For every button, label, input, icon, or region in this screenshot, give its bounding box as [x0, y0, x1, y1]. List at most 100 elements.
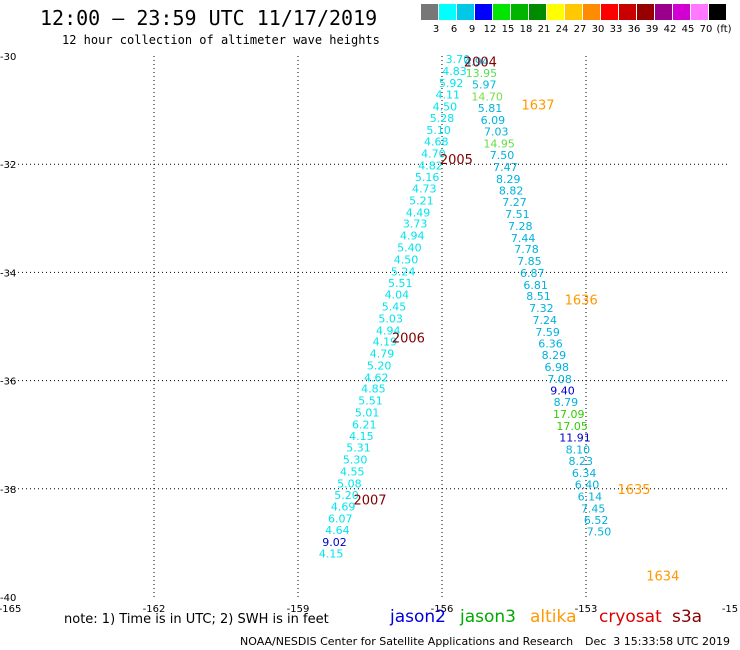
data-point-label: 5.30: [343, 454, 368, 467]
scale-label: 18: [519, 24, 533, 35]
data-point-label: 6.81: [523, 279, 548, 292]
data-point-label: 7.24: [532, 314, 557, 327]
data-point-label: 5.03: [378, 312, 403, 325]
y-tick-label: -32: [0, 160, 16, 171]
data-point-label: 6.07: [328, 513, 353, 526]
data-point-label: 6.98: [544, 361, 569, 374]
time-annotation: 2005: [440, 153, 473, 168]
scale-label: 70: [699, 24, 713, 35]
data-point-label: 4.94: [376, 324, 401, 337]
scale-label: 9: [468, 24, 476, 35]
scale-swatch: [619, 4, 636, 20]
chart-title: 12:00 — 23:59 UTC 11/17/2019: [40, 6, 378, 30]
scale-swatch: [493, 4, 510, 20]
data-point-label: 8.23: [568, 455, 593, 468]
data-point-label: 4.94: [464, 55, 489, 68]
y-tick-label: -34: [0, 268, 16, 279]
data-point-label: 4.68: [424, 135, 449, 148]
data-point-label: 13.95: [466, 67, 498, 80]
scale-swatch: [565, 4, 582, 20]
data-point-label: 4.69: [331, 501, 356, 514]
x-tick-label: -162: [143, 604, 166, 615]
data-point-label: 7.03: [484, 126, 509, 139]
data-point-label: 7.28: [508, 220, 533, 233]
data-point-label: 7.08: [547, 373, 572, 386]
data-point-label: 5.01: [355, 407, 380, 420]
timestamp-text: Dec 3 15:33:58 UTC 2019: [585, 635, 730, 648]
y-tick-label: -36: [0, 377, 16, 388]
scale-label: 12: [483, 24, 497, 35]
scale-label: 30: [591, 24, 605, 35]
data-point-label: 6.14: [578, 490, 603, 503]
y-tick-label: -40: [0, 593, 16, 604]
scale-swatch: [583, 4, 600, 20]
data-point-label: 8.51: [526, 290, 551, 303]
scale-swatch: [511, 4, 528, 20]
data-point-label: 4.85: [361, 383, 386, 396]
data-point-label: 7.27: [502, 196, 527, 209]
data-point-label: 14.95: [483, 138, 515, 151]
scale-label: 21: [537, 24, 551, 35]
data-point-label: 4.55: [340, 465, 365, 478]
data-point-label: 17.05: [556, 420, 588, 433]
data-point-label: 4.82: [418, 159, 443, 172]
scale-swatch: [637, 4, 654, 20]
data-point-label: 5.31: [346, 442, 371, 455]
scale-label: 45: [681, 24, 695, 35]
scale-swatch: [439, 4, 456, 20]
data-point-label: 3.73: [403, 218, 428, 231]
data-point-label: 6.21: [352, 418, 377, 431]
data-point-label: 5.10: [426, 124, 451, 137]
scale-swatch: [655, 4, 672, 20]
data-point-label: 7.51: [505, 208, 530, 221]
data-point-label: 7.50: [490, 149, 515, 162]
satellite-label-jason2: jason2: [390, 607, 446, 627]
scale-label: 6: [450, 24, 458, 35]
data-point-label: 6.52: [584, 514, 609, 527]
chart-subtitle: 12 hour collection of altimeter wave hei…: [62, 33, 380, 47]
data-point-label: 7.45: [581, 502, 606, 515]
data-point-label: 4.73: [412, 183, 437, 196]
data-point-label: 4.50: [433, 100, 458, 113]
scale-swatch: [673, 4, 690, 20]
data-point-label: 4.50: [394, 253, 419, 266]
data-point-label: 6.36: [538, 337, 563, 350]
data-point-label: 7.47: [493, 161, 518, 174]
data-point-label: 5.40: [397, 242, 422, 255]
data-point-label: 7.32: [529, 302, 554, 315]
scale-swatch: [421, 4, 438, 20]
data-point-label: 4.64: [325, 524, 350, 537]
scale-label: 27: [573, 24, 587, 35]
credit-text: NOAA/NESDIS Center for Satellite Applica…: [240, 635, 574, 648]
data-point-label: 4.15: [349, 430, 374, 443]
scale-label: (ft): [716, 24, 732, 35]
data-point-label: 7.44: [511, 232, 536, 245]
scale-swatch: [709, 4, 726, 20]
x-tick-label: -159: [287, 604, 310, 615]
time-annotation: 2006: [392, 331, 425, 346]
scale-swatch: [691, 4, 708, 20]
scale-label: 33: [609, 24, 623, 35]
data-point-label: 8.82: [499, 185, 524, 198]
satellite-label-s3a: s3a: [672, 607, 703, 627]
scale-label: 36: [627, 24, 641, 35]
scale-label: 3: [432, 24, 440, 35]
data-point-label: 4.11: [436, 88, 461, 101]
data-point-label: 6.40: [575, 478, 600, 491]
scale-label: 42: [663, 24, 677, 35]
scale-swatch: [475, 4, 492, 20]
data-point-label: 6.87: [520, 267, 545, 280]
data-point-label: 9.40: [550, 384, 575, 397]
data-point-label: 6.34: [572, 467, 597, 480]
scale-swatch: [601, 4, 618, 20]
data-point-label: 5.08: [337, 477, 362, 490]
data-point-label: 11.91: [559, 431, 591, 444]
scale-swatch: [457, 4, 474, 20]
scale-label: 24: [555, 24, 569, 35]
data-point-label: 8.79: [554, 396, 579, 409]
x-tick-label: -165: [0, 604, 21, 615]
data-point-label: 5.16: [415, 171, 440, 184]
time-annotation: 1636: [565, 293, 598, 308]
data-point-label: 8.10: [566, 443, 591, 456]
